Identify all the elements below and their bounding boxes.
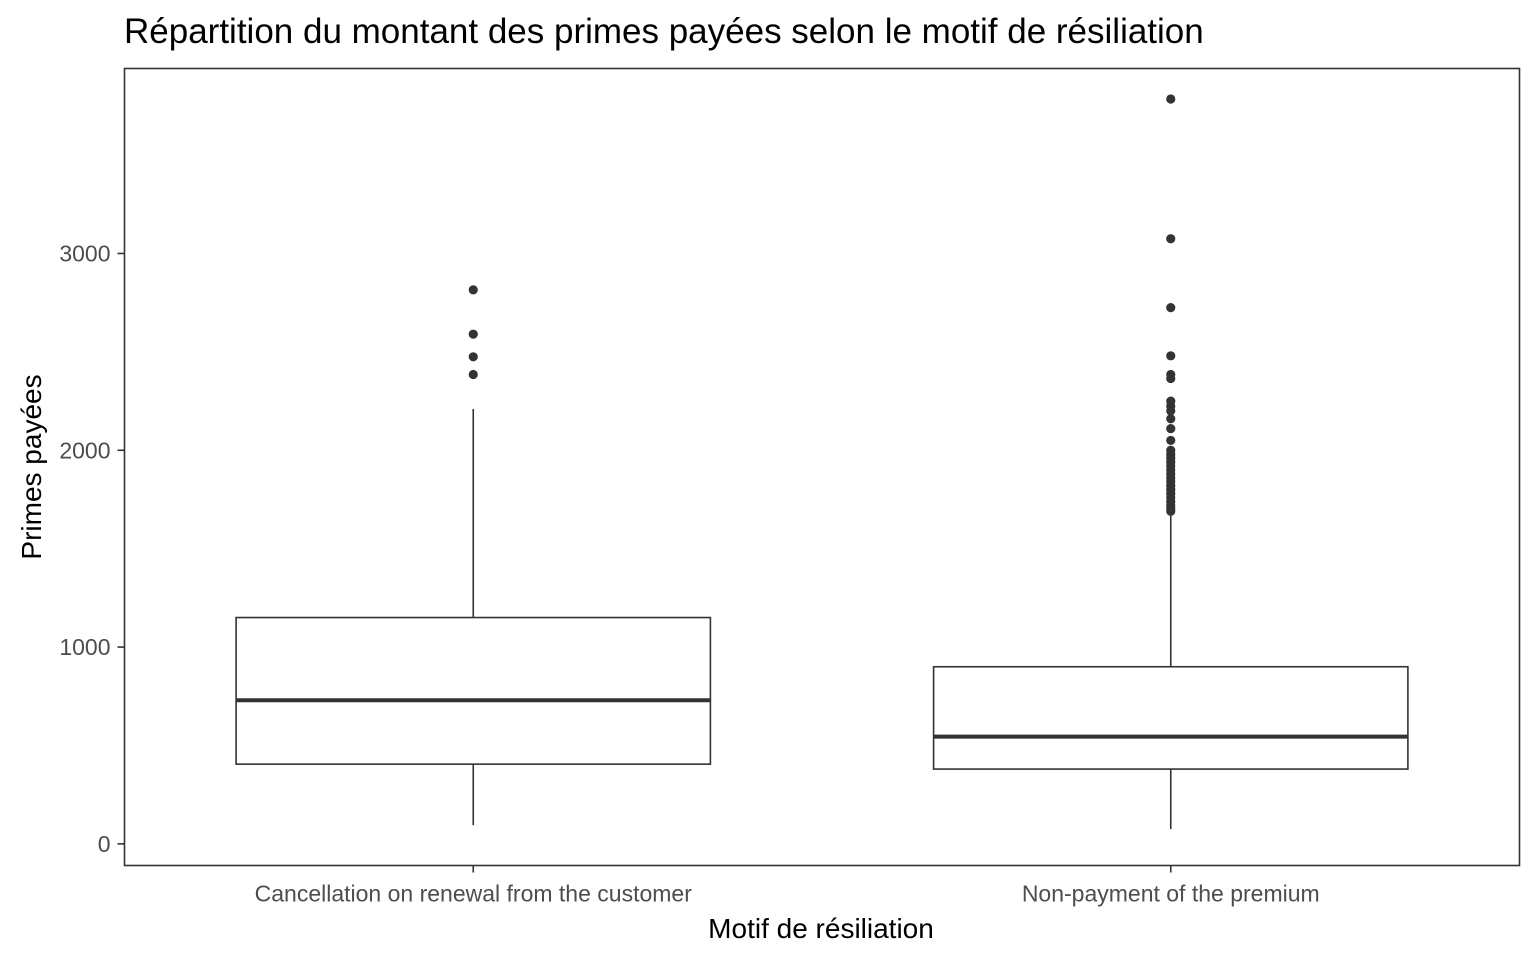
box-iqr: [235, 616, 712, 765]
outlier-point: [468, 369, 478, 380]
outlier-point: [468, 352, 478, 362]
outlier-point: [1166, 303, 1176, 313]
outlier-point: [1166, 435, 1176, 446]
box-iqr: [932, 665, 1409, 770]
y-tick-label: 3000: [59, 240, 110, 266]
outlier-point: [1166, 234, 1176, 244]
box-group: [932, 94, 1409, 830]
box-series: [235, 94, 1409, 830]
outlier-point: [468, 285, 478, 295]
outlier-point: [1166, 396, 1176, 406]
outlier-point: [1166, 445, 1176, 455]
y-axis: 0 1000 2000 3000: [59, 240, 125, 857]
outlier-point: [1166, 424, 1176, 434]
x-axis-title: Motif de résiliation: [708, 913, 934, 944]
x-tick-label: Non-payment of the premium: [1022, 881, 1320, 907]
panel-border: [123, 67, 1521, 867]
x-tick-label: Cancellation on renewal from the custome…: [255, 881, 693, 907]
chart-title: Répartition du montant des primes payées…: [124, 12, 1204, 51]
outlier-point: [1166, 94, 1176, 104]
box-group: [235, 285, 712, 826]
outlier-point: [1166, 351, 1176, 361]
x-axis: Cancellation on renewal from the custome…: [255, 865, 1320, 907]
y-tick-label: 0: [98, 831, 111, 857]
y-tick-label: 2000: [59, 437, 110, 463]
y-axis-title: Primes payées: [16, 374, 47, 559]
outlier-point: [468, 329, 478, 339]
y-tick-label: 1000: [59, 634, 110, 660]
outlier-point: [1166, 369, 1176, 380]
outlier-point: [1166, 414, 1176, 424]
